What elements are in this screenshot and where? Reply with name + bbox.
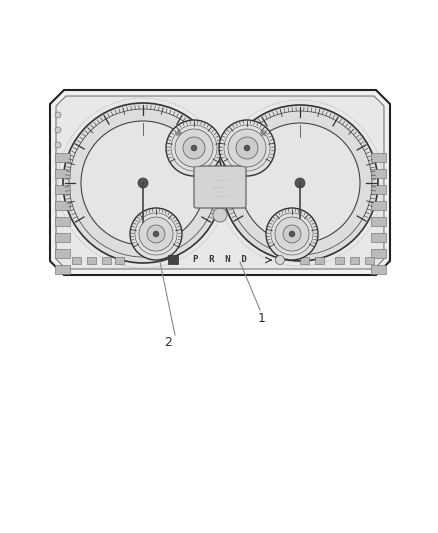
Circle shape — [244, 145, 250, 151]
Circle shape — [236, 137, 258, 159]
Circle shape — [63, 103, 223, 263]
Text: 2: 2 — [164, 336, 172, 350]
Bar — [335, 257, 344, 264]
Circle shape — [240, 123, 360, 243]
Circle shape — [55, 127, 61, 133]
Circle shape — [228, 129, 266, 167]
Bar — [371, 249, 386, 258]
Bar — [55, 233, 70, 242]
Circle shape — [175, 129, 213, 167]
Circle shape — [81, 121, 205, 245]
Bar — [371, 233, 386, 242]
Bar — [371, 201, 386, 210]
Bar — [371, 185, 386, 194]
Circle shape — [276, 255, 285, 264]
Circle shape — [147, 225, 165, 243]
Circle shape — [153, 231, 159, 237]
Bar — [365, 257, 374, 264]
Polygon shape — [50, 90, 390, 275]
Circle shape — [191, 145, 197, 151]
Bar — [72, 257, 81, 264]
Circle shape — [266, 208, 318, 260]
Bar — [115, 257, 124, 264]
Text: _______: _______ — [212, 177, 227, 181]
Circle shape — [130, 208, 182, 260]
Bar — [371, 153, 386, 162]
Bar — [371, 169, 386, 178]
Bar — [55, 201, 70, 210]
Circle shape — [283, 225, 301, 243]
Circle shape — [289, 231, 295, 237]
Circle shape — [138, 178, 148, 188]
Circle shape — [295, 178, 305, 188]
Circle shape — [219, 120, 275, 176]
Bar — [55, 153, 70, 162]
Circle shape — [222, 105, 378, 261]
Circle shape — [183, 137, 205, 159]
Bar — [315, 257, 324, 264]
Circle shape — [139, 217, 173, 251]
Bar — [371, 217, 386, 226]
Bar — [300, 257, 309, 264]
Circle shape — [55, 112, 61, 118]
Circle shape — [166, 120, 222, 176]
FancyBboxPatch shape — [194, 166, 246, 208]
Bar — [55, 217, 70, 226]
Bar — [87, 257, 96, 264]
Bar — [371, 265, 386, 274]
Bar — [102, 257, 111, 264]
Bar — [55, 249, 70, 258]
Text: P  R  N  D: P R N D — [193, 255, 247, 264]
Text: -------: ------- — [212, 185, 227, 189]
Polygon shape — [56, 96, 384, 269]
Bar — [55, 265, 70, 274]
Bar — [350, 257, 359, 264]
Bar — [55, 185, 70, 194]
Bar — [55, 169, 70, 178]
Bar — [168, 255, 178, 264]
Circle shape — [55, 142, 61, 148]
Circle shape — [213, 208, 227, 222]
Circle shape — [275, 217, 309, 251]
Text: _______: _______ — [212, 193, 227, 197]
Text: 1: 1 — [258, 311, 266, 325]
